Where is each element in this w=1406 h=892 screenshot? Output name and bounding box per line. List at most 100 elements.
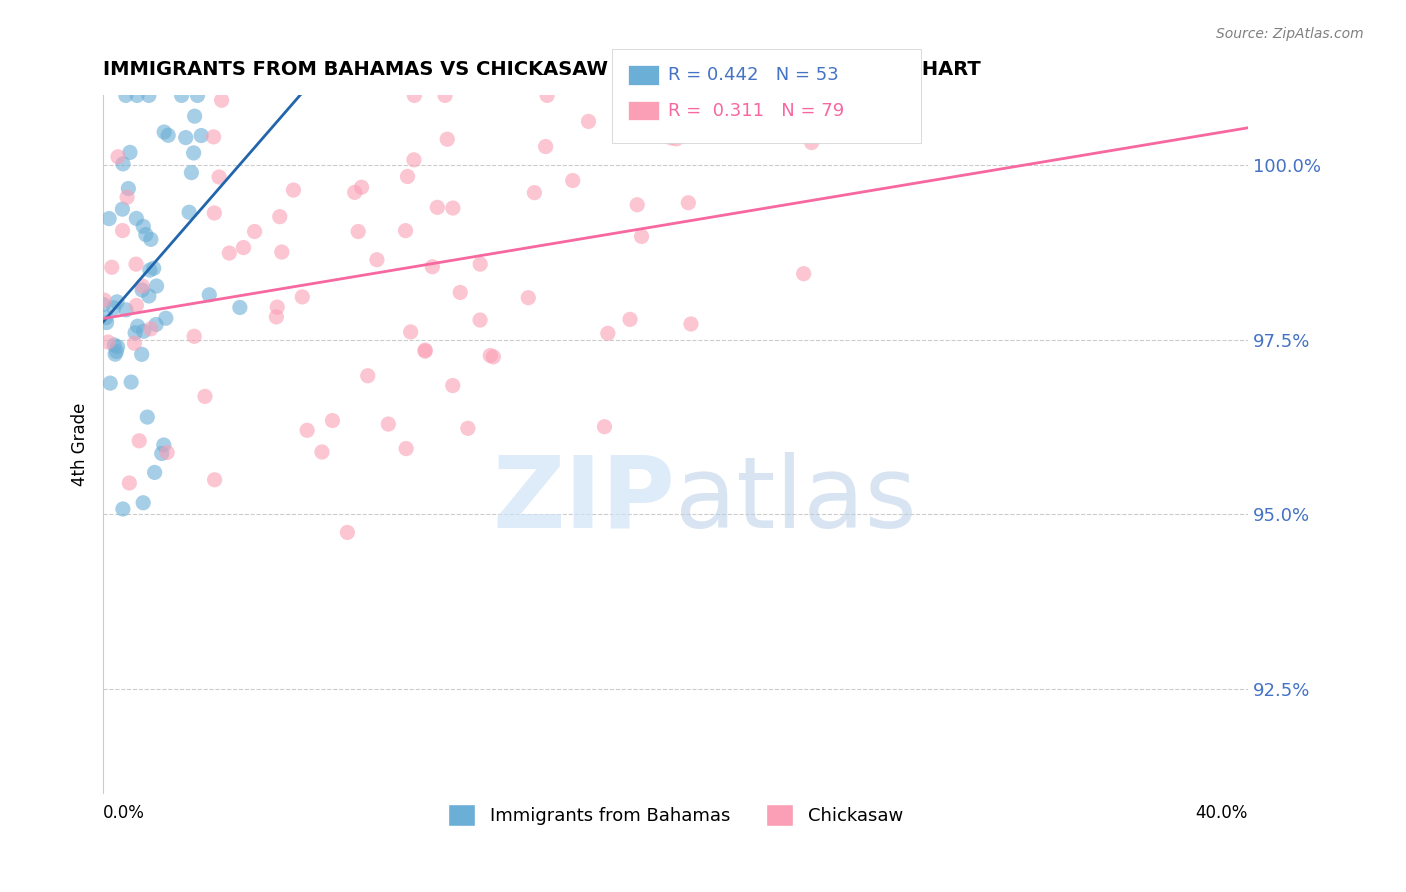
Text: atlas: atlas (675, 451, 917, 549)
Immigrants from Bahamas (96, 316, 118, 330)
Legend: Immigrants from Bahamas, Chickasaw: Immigrants from Bahamas, Chickasaw (441, 797, 910, 833)
Chickasaw (283, 183, 305, 197)
Chickasaw (578, 114, 600, 128)
Chickasaw (270, 245, 292, 260)
Immigrants from Bahamas (125, 211, 148, 226)
Chickasaw (631, 88, 654, 103)
Chickasaw (413, 343, 436, 357)
Immigrants from Bahamas (131, 347, 153, 361)
Immigrants from Bahamas (174, 130, 197, 145)
Chickasaw (441, 378, 464, 392)
Immigrants from Bahamas (114, 88, 136, 103)
Immigrants from Bahamas (111, 502, 134, 516)
Immigrants from Bahamas (132, 219, 155, 234)
Chickasaw (204, 473, 226, 487)
Chickasaw (218, 246, 240, 260)
Chickasaw (468, 313, 491, 327)
Chickasaw (211, 93, 233, 107)
Chickasaw (470, 257, 492, 271)
Immigrants from Bahamas (105, 344, 128, 359)
Immigrants from Bahamas (180, 165, 202, 179)
Immigrants from Bahamas (179, 205, 201, 219)
Chickasaw (336, 525, 359, 540)
Immigrants from Bahamas (155, 311, 177, 326)
Chickasaw (659, 131, 682, 145)
Chickasaw (357, 368, 380, 383)
Chickasaw (125, 257, 148, 271)
Immigrants from Bahamas (139, 232, 162, 246)
Immigrants from Bahamas (98, 376, 121, 391)
Chickasaw (593, 419, 616, 434)
Immigrants from Bahamas (145, 279, 167, 293)
Chickasaw (596, 326, 619, 341)
Immigrants from Bahamas (145, 318, 167, 332)
Chickasaw (266, 300, 288, 314)
Immigrants from Bahamas (153, 125, 176, 139)
Chickasaw (441, 201, 464, 215)
Text: 40.0%: 40.0% (1195, 804, 1249, 822)
Chickasaw (97, 334, 120, 349)
Chickasaw (377, 417, 399, 431)
Immigrants from Bahamas (91, 297, 114, 311)
Chickasaw (366, 252, 388, 267)
Chickasaw (321, 413, 343, 427)
Text: Source: ZipAtlas.com: Source: ZipAtlas.com (1216, 27, 1364, 41)
Chickasaw (183, 329, 205, 343)
Immigrants from Bahamas (183, 109, 205, 123)
Immigrants from Bahamas (142, 261, 165, 276)
Chickasaw (139, 322, 162, 336)
Chickasaw (394, 224, 416, 238)
Immigrants from Bahamas (152, 438, 174, 452)
Immigrants from Bahamas (131, 283, 153, 297)
Chickasaw (800, 136, 823, 150)
Chickasaw (125, 298, 148, 312)
Chickasaw (350, 180, 373, 194)
Chickasaw (399, 325, 422, 339)
Immigrants from Bahamas (157, 128, 180, 143)
Chickasaw (523, 186, 546, 200)
Immigrants from Bahamas (111, 157, 134, 171)
Immigrants from Bahamas (136, 410, 159, 425)
Chickasaw (243, 225, 266, 239)
Immigrants from Bahamas (132, 496, 155, 510)
Text: R = 0.442   N = 53: R = 0.442 N = 53 (668, 66, 838, 84)
Chickasaw (128, 434, 150, 448)
Chickasaw (291, 290, 314, 304)
Chickasaw (124, 336, 146, 351)
Immigrants from Bahamas (143, 466, 166, 480)
Chickasaw (118, 475, 141, 490)
Immigrants from Bahamas (135, 227, 157, 242)
Text: IMMIGRANTS FROM BAHAMAS VS CHICKASAW 4TH GRADE CORRELATION CHART: IMMIGRANTS FROM BAHAMAS VS CHICKASAW 4TH… (103, 60, 981, 78)
Chickasaw (343, 186, 366, 200)
Text: 0.0%: 0.0% (103, 804, 145, 822)
Chickasaw (156, 445, 179, 459)
Chickasaw (449, 285, 471, 300)
Immigrants from Bahamas (138, 88, 160, 103)
Chickasaw (115, 190, 138, 204)
Chickasaw (536, 88, 558, 103)
Immigrants from Bahamas (198, 288, 221, 302)
Immigrants from Bahamas (103, 301, 125, 315)
Chickasaw (413, 344, 436, 359)
Text: R =  0.311   N = 79: R = 0.311 N = 79 (668, 102, 844, 120)
Immigrants from Bahamas (105, 294, 128, 309)
Immigrants from Bahamas (183, 145, 205, 160)
Chickasaw (457, 421, 479, 435)
Immigrants from Bahamas (120, 375, 142, 389)
Chickasaw (266, 310, 288, 324)
Chickasaw (93, 293, 115, 308)
Chickasaw (396, 169, 419, 184)
Chickasaw (517, 291, 540, 305)
Chickasaw (436, 132, 458, 146)
Immigrants from Bahamas (127, 319, 149, 334)
Chickasaw (630, 229, 652, 244)
Chickasaw (479, 349, 502, 363)
Chickasaw (482, 350, 505, 364)
Immigrants from Bahamas (138, 289, 160, 303)
Chickasaw (269, 210, 291, 224)
Immigrants from Bahamas (117, 181, 139, 195)
Chickasaw (793, 267, 815, 281)
Immigrants from Bahamas (170, 88, 193, 103)
Immigrants from Bahamas (118, 145, 141, 160)
Chickasaw (111, 223, 134, 237)
